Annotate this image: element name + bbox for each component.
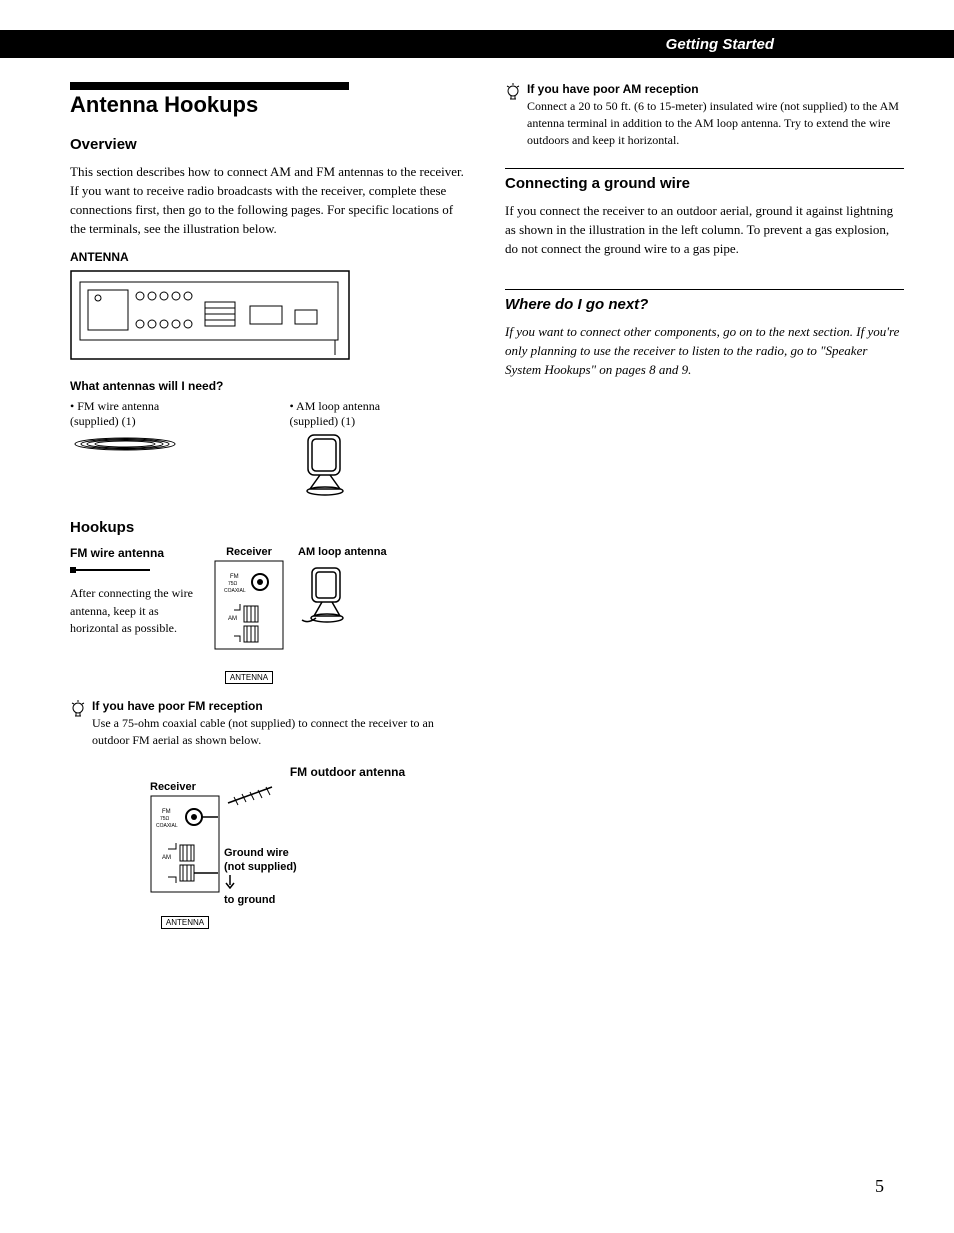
- am-antenna-label: AM loop antenna: [296, 399, 380, 413]
- fm-wire-note: After connecting the wire antenna, keep …: [70, 585, 200, 637]
- fm-wire-icon: [70, 429, 180, 459]
- tip-am-title: If you have poor AM reception: [527, 82, 904, 96]
- fm-antenna-item: FM wire antenna (supplied) (1): [70, 399, 250, 503]
- section-title: Antenna Hookups: [70, 92, 469, 118]
- ground-wire-heading: Connecting a ground wire: [505, 168, 904, 192]
- fm-antenna-label: FM wire antenna: [77, 399, 159, 413]
- svg-text:FM: FM: [162, 809, 171, 815]
- where-next-text: If you want to connect other components,…: [505, 323, 904, 380]
- receiver-outdoor-icon: FM 75Ω COAXIAL AM: [150, 795, 220, 905]
- page-number: 5: [875, 1176, 884, 1197]
- outdoor-aerial-icon: [224, 783, 284, 807]
- svg-text:AM: AM: [162, 855, 171, 861]
- hookups-diagram-row: FM wire antenna After connecting the wir…: [70, 546, 469, 685]
- svg-text:AM: AM: [228, 616, 237, 622]
- tip-fm: If you have poor FM reception Use a 75-o…: [70, 699, 469, 761]
- svg-text:75Ω: 75Ω: [160, 816, 170, 822]
- am-antenna-sub: (supplied) (1): [290, 414, 356, 428]
- tip-am-text: Connect a 20 to 50 ft. (6 to 15-meter) i…: [527, 98, 904, 148]
- fm-wire-title: FM wire antenna: [70, 546, 200, 560]
- two-column-layout: Antenna Hookups Overview This section de…: [70, 82, 904, 930]
- what-antennas-heading: What antennas will I need?: [70, 379, 469, 393]
- receiver-diagram: Receiver FM 75Ω COAXIAL AM: [214, 546, 284, 685]
- right-column: If you have poor AM reception Connect a …: [505, 82, 904, 930]
- antenna-tag: ANTENNA: [225, 671, 273, 684]
- receiver-label-2: Receiver: [150, 781, 220, 793]
- fm-wire-line-icon: [70, 565, 160, 575]
- svg-text:COAXIAL: COAXIAL: [224, 588, 246, 594]
- chapter-title: Getting Started: [666, 36, 774, 53]
- am-loop-title: AM loop antenna: [298, 546, 418, 558]
- am-antenna-item: AM loop antenna (supplied) (1): [290, 399, 470, 503]
- lightbulb-icon: [70, 699, 86, 719]
- am-loop-small-icon: [298, 564, 358, 634]
- antenna-tag-2: ANTENNA: [161, 916, 209, 929]
- am-loop-icon: [290, 429, 360, 499]
- ground-wire-text: If you connect the receiver to an outdoo…: [505, 202, 904, 259]
- tip-fm-title: If you have poor FM reception: [92, 699, 469, 713]
- antenna-list: FM wire antenna (supplied) (1) AM loop a…: [70, 399, 469, 503]
- ground-wire-label: Ground wire (not supplied): [224, 846, 297, 893]
- outdoor-antenna-block: FM outdoor antenna Receiver FM 75Ω COAXI…: [150, 765, 469, 930]
- tip-fm-text: Use a 75-ohm coaxial cable (not supplied…: [92, 715, 469, 749]
- back-panel-diagram: [70, 270, 350, 360]
- fm-antenna-sub: (supplied) (1): [70, 414, 136, 428]
- fm-wire-block: FM wire antenna After connecting the wir…: [70, 546, 200, 649]
- outdoor-antenna-title: FM outdoor antenna: [290, 765, 405, 779]
- chapter-header: Getting Started: [0, 30, 954, 58]
- receiver-label: Receiver: [214, 546, 284, 558]
- tip-am: If you have poor AM reception Connect a …: [505, 82, 904, 160]
- left-column: Antenna Hookups Overview This section de…: [70, 82, 469, 930]
- svg-text:COAXIAL: COAXIAL: [156, 823, 178, 829]
- am-loop-block: AM loop antenna: [298, 546, 418, 639]
- down-arrow-icon: [224, 875, 236, 889]
- to-ground-label: to ground: [224, 893, 297, 907]
- overview-text: This section describes how to connect AM…: [70, 163, 469, 238]
- svg-text:FM: FM: [230, 574, 239, 580]
- lightbulb-icon: [505, 82, 521, 102]
- section-rule: [70, 82, 349, 90]
- where-next-heading: Where do I go next?: [505, 289, 904, 313]
- antenna-diagram-label: ANTENNA: [70, 250, 469, 264]
- overview-heading: Overview: [70, 136, 469, 153]
- receiver-terminal-icon: FM 75Ω COAXIAL AM: [214, 560, 284, 660]
- hookups-heading: Hookups: [70, 519, 469, 536]
- svg-text:75Ω: 75Ω: [228, 581, 238, 587]
